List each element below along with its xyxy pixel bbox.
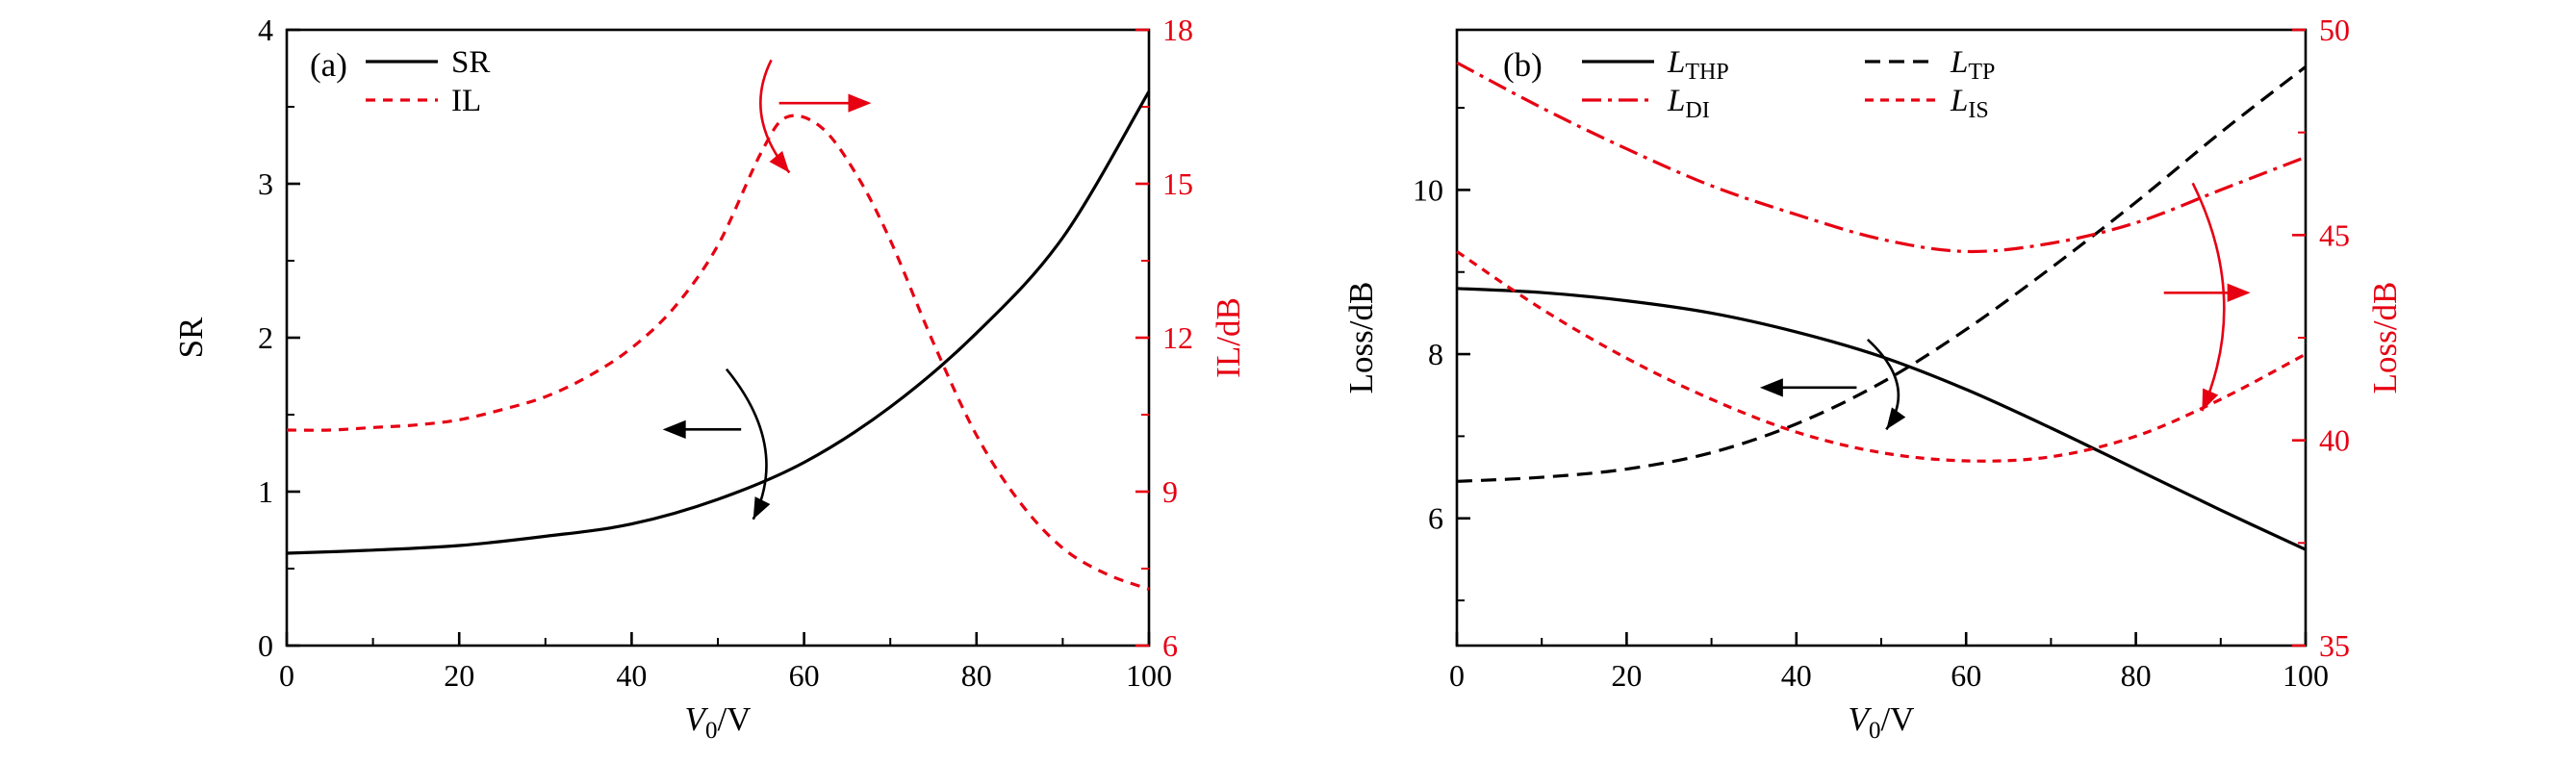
legend-label-IL: IL [451, 84, 481, 118]
left-tick-label: 4 [258, 13, 273, 47]
arrowhead [769, 150, 790, 173]
right-tick-label: 45 [2319, 217, 2350, 252]
right-axis-title: Loss/dB [2366, 282, 2404, 394]
left-axis-pointer [1759, 338, 1906, 431]
arrowhead [1886, 407, 1906, 430]
arrowhead [1759, 378, 1783, 397]
x-tick-label: 80 [961, 658, 992, 693]
left-axis-title: Loss/dB [1342, 282, 1380, 394]
left-axis-pointer [662, 368, 771, 521]
panel-b: 0 20 40 60 80 100 6 8 10 35 40 45 50 Loss/dB Loss/dB V0… [1342, 13, 2404, 744]
series-L_THP [1456, 287, 2307, 551]
arrowhead [2202, 388, 2219, 412]
legend-label-SR: SR [451, 45, 490, 80]
series-SR [286, 90, 1151, 555]
x-axis-title: V0/V [685, 700, 752, 744]
panel-label: (b) [1503, 46, 1543, 84]
series-L_IS [1456, 250, 2307, 463]
pointer-hook [2191, 182, 2226, 412]
x-tick-label: 20 [1611, 658, 1642, 693]
arrowhead [2227, 283, 2251, 302]
x-tick-label: 100 [1126, 658, 1172, 693]
x-tick-label: 0 [279, 658, 294, 693]
series-L_TP [1456, 65, 2307, 483]
left-tick-label: 6 [1428, 501, 1443, 536]
x-tick-label: 100 [2283, 658, 2329, 693]
right-tick-label: 40 [2319, 423, 2350, 458]
right-tick-label: 18 [1162, 13, 1193, 47]
x-tick-label: 60 [789, 658, 820, 693]
axes-frame [1455, 28, 2308, 648]
right-axis-pointer [759, 59, 872, 174]
x-tick-label: 20 [444, 658, 474, 693]
right-tick-label: 15 [1162, 166, 1193, 201]
legend-label-L_IS: LIS [1950, 84, 1989, 123]
left-tick-label: 10 [1413, 172, 1443, 207]
left-tick-label: 8 [1428, 337, 1443, 371]
left-tick-label: 3 [258, 166, 273, 201]
series-IL [286, 114, 1150, 591]
right-tick-label: 35 [2319, 628, 2350, 663]
right-tick-label: 6 [1162, 628, 1178, 663]
arrowhead [848, 93, 872, 113]
x-tick-label: 0 [1449, 658, 1465, 693]
right-tick-label: 50 [2319, 13, 2350, 47]
x-tick-label: 80 [2121, 658, 2152, 693]
right-axis-pointer [2163, 182, 2251, 412]
axes-frame [285, 28, 1151, 648]
right-tick-label: 9 [1162, 474, 1178, 509]
right-axis-title: IL/dB [1210, 297, 1247, 378]
x-tick-label: 40 [616, 658, 647, 693]
left-tick-label: 2 [258, 320, 273, 355]
legend-label-L_THP: LTHP [1667, 45, 1729, 85]
x-axis-title: V0/V [1849, 700, 1915, 744]
x-tick-label: 40 [1781, 658, 1812, 693]
arrowhead [752, 496, 771, 520]
arrowhead [662, 419, 686, 439]
right-tick-label: 12 [1162, 320, 1193, 355]
left-tick-label: 1 [258, 474, 273, 509]
left-tick-label: 0 [258, 628, 273, 663]
pointer-hook [725, 368, 768, 521]
panel-label: (a) [310, 46, 347, 84]
legend-label-L_TP: LTP [1950, 45, 1995, 85]
left-axis-title: SR [172, 317, 210, 358]
x-tick-label: 60 [1951, 658, 1981, 693]
legend-label-L_DI: LDI [1667, 84, 1710, 123]
series-L_DI [1456, 61, 2307, 254]
